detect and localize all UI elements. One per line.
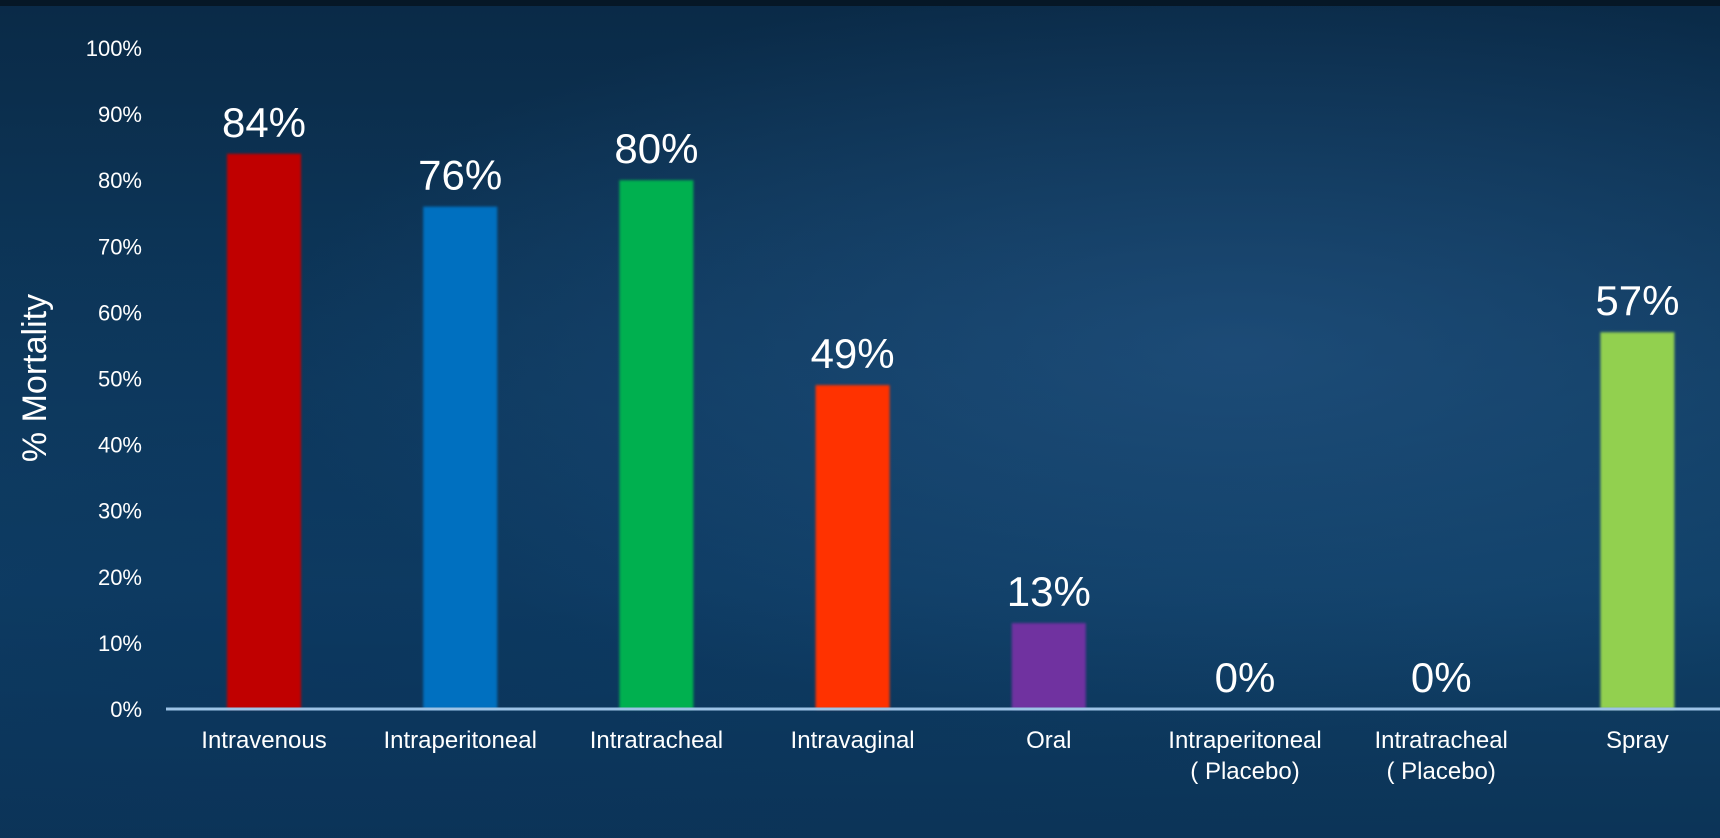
category-label-line: Intraperitoneal — [1168, 727, 1321, 754]
category-label-line: ( Placebo) — [1190, 758, 1299, 785]
category-label-line: Intratracheal — [590, 727, 723, 754]
data-label: 0% — [1411, 654, 1472, 701]
category-label-line: ( Placebo) — [1387, 758, 1496, 785]
data-label: 84% — [222, 99, 306, 146]
y-tick-label: 50% — [98, 367, 142, 392]
bar — [1600, 332, 1675, 709]
y-tick-label: 10% — [98, 631, 142, 656]
data-label: 0% — [1215, 654, 1276, 701]
bar — [423, 206, 498, 709]
y-tick-label: 60% — [98, 300, 142, 325]
data-label: 49% — [811, 330, 895, 377]
y-tick-label: 30% — [98, 499, 142, 524]
bar — [815, 385, 890, 709]
y-tick-label: 70% — [98, 234, 142, 259]
y-tick-label: 80% — [98, 168, 142, 193]
category-label-line: Intratracheal — [1374, 727, 1507, 754]
y-axis-title: % Mortality — [16, 294, 54, 462]
data-label: 76% — [418, 152, 502, 199]
category-label-line: Intravaginal — [791, 727, 915, 754]
bar — [1011, 623, 1086, 709]
y-tick-label: 0% — [110, 697, 142, 722]
category-label: Intraperitoneal — [383, 727, 536, 754]
category-label-line: Spray — [1606, 727, 1669, 754]
bar — [227, 153, 301, 709]
category-label: Spray — [1606, 727, 1669, 754]
y-tick-label: 90% — [98, 102, 142, 127]
category-label-line: Intraperitoneal — [383, 727, 536, 754]
data-label: 57% — [1595, 277, 1679, 324]
category-label: Intravaginal — [791, 727, 915, 754]
data-label: 80% — [614, 125, 698, 172]
category-label: Intraperitoneal ( Placebo) — [1168, 727, 1321, 785]
category-label: Intratracheal — [590, 727, 723, 754]
top-strip — [0, 0, 1720, 6]
data-label: 13% — [1007, 568, 1091, 615]
bars — [227, 153, 1675, 709]
category-label: Intratracheal ( Placebo) — [1374, 727, 1507, 785]
category-label-line: Oral — [1026, 727, 1071, 754]
y-axis-ticks: 0% 10% 20% 30% 40% 50% 60% 70% 80% 90% 100% — [86, 36, 142, 722]
category-label-line: Intravenous — [201, 727, 326, 754]
category-label: Oral — [1026, 727, 1071, 754]
y-tick-label: 40% — [98, 433, 142, 458]
data-labels: 84% 76% 80% 49% 13% 0% 0% 57% — [222, 99, 1679, 701]
category-labels: Intravenous Intraperitoneal Intratracheal I… — [201, 727, 1668, 785]
y-tick-label: 100% — [86, 36, 142, 61]
y-tick-label: 20% — [98, 565, 142, 590]
bar — [619, 180, 694, 709]
category-label: Intravenous — [201, 727, 326, 754]
